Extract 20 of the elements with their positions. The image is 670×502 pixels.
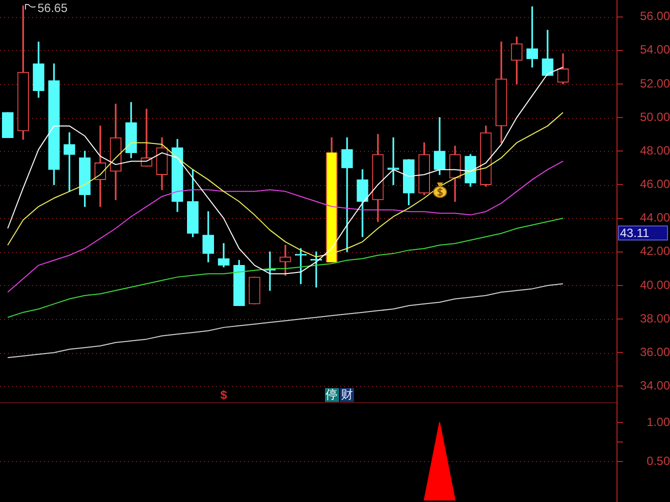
text: 43.11 — [620, 226, 650, 240]
annotation: 56.65 — [38, 0, 68, 15]
y-tick-label: 50.00 — [640, 110, 670, 124]
y-tick-label: 44.00 — [640, 210, 670, 225]
y-tick-label: 48.00 — [640, 143, 670, 158]
candlestick — [341, 137, 353, 252]
y-tick-label: 1.00 — [646, 414, 670, 429]
y-tick-label: 36.00 — [640, 344, 670, 359]
annotation: 财 — [341, 388, 354, 402]
y-tick-label: 40.00 — [640, 278, 670, 292]
y-tick-label: 34.00 — [640, 378, 670, 393]
y-tick-label: 54.00 — [640, 42, 670, 57]
y-tick-label: 46.00 — [640, 177, 670, 192]
y-tick-label: 52.00 — [640, 76, 670, 90]
y-tick-label: 42.00 — [640, 244, 670, 258]
y-tick-label: 0.50 — [646, 454, 670, 468]
annotation: 停 — [326, 388, 338, 402]
y-tick-label: 56.00 — [640, 9, 670, 24]
y-tick-label: 38.00 — [640, 311, 670, 326]
annotation: $ — [220, 388, 228, 402]
